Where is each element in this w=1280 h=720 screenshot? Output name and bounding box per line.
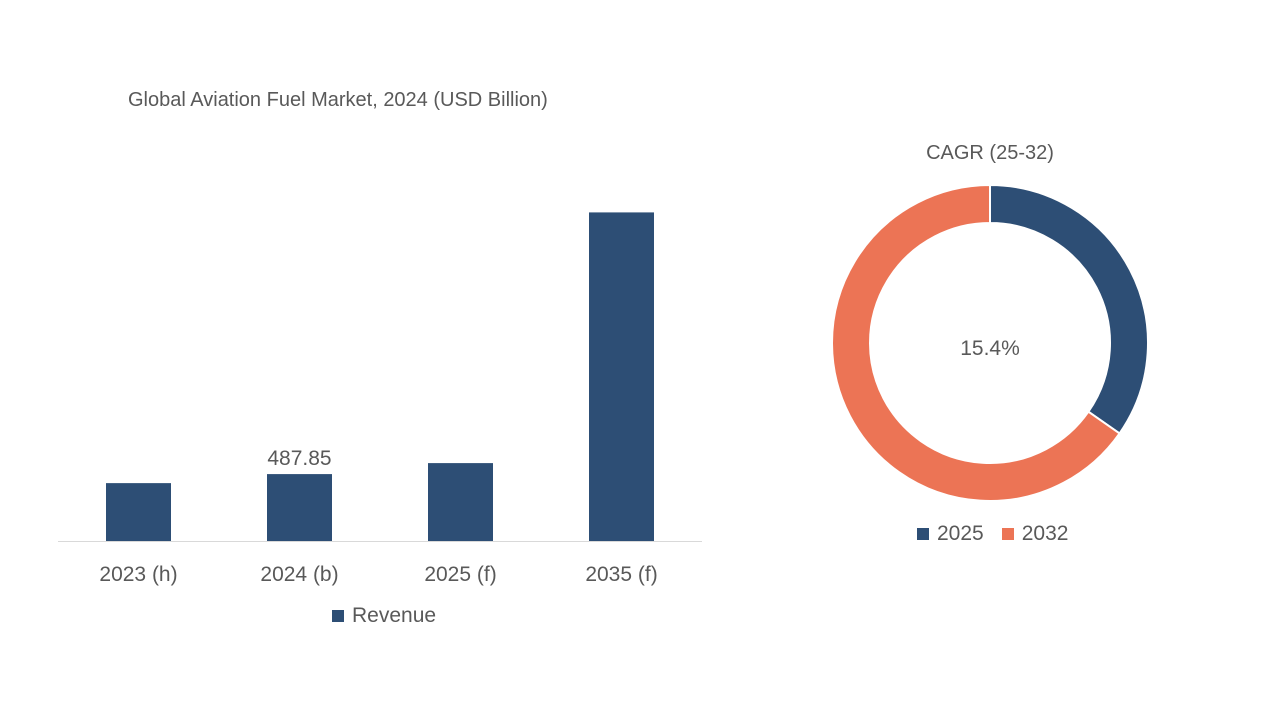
bar-chart	[106, 212, 654, 542]
legend-item-2032: 2032	[1001, 522, 1069, 546]
legend-label-2032: 2032	[1021, 522, 1069, 545]
donut-chart-title: CAGR (25-32)	[926, 142, 1054, 164]
bar-2023	[106, 483, 171, 541]
x-tick-label: 2024 (b)	[260, 563, 338, 586]
data-label: 487.85	[267, 447, 331, 470]
legend-swatch-2032	[1001, 528, 1014, 540]
legend-label-2025: 2025	[937, 522, 984, 545]
legend-item-2025: 2025	[917, 522, 984, 546]
bar-2025	[428, 463, 493, 541]
x-tick-label: 2035 (f)	[585, 563, 657, 586]
x-tick-label: 2023 (h)	[99, 563, 177, 586]
x-tick-labels: 2023 (h) 2024 (b) 2025 (f) 2035 (f)	[99, 563, 657, 586]
legend-item-revenue: Revenue	[332, 604, 436, 628]
bar-2035	[589, 212, 654, 542]
bar-legend: Revenue	[332, 604, 454, 628]
donut-chart	[831, 183, 1149, 502]
donut-legend: 2025 2032	[917, 522, 1086, 546]
legend-swatch-2025	[917, 528, 929, 540]
donut-segment-2032	[831, 183, 1121, 502]
legend-swatch-revenue	[332, 610, 344, 622]
bar-chart-title: Global Aviation Fuel Market, 2024 (USD B…	[128, 89, 548, 111]
donut-segment-2025	[989, 183, 1149, 435]
legend-label-revenue: Revenue	[352, 604, 437, 627]
donut-center-label: 15.4%	[960, 337, 1020, 360]
x-tick-label: 2025 (f)	[424, 563, 496, 586]
data-labels: 487.85	[267, 447, 331, 470]
bar-2024	[267, 474, 332, 541]
